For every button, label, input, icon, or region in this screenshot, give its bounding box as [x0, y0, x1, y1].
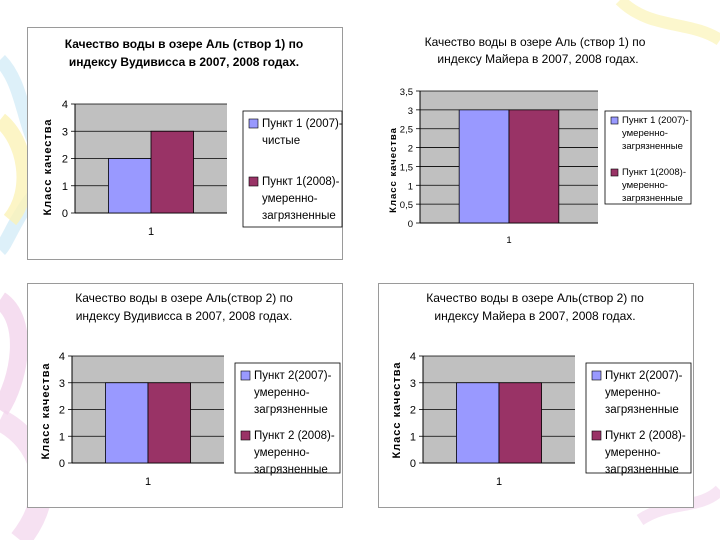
legend-label: умеренно- [254, 447, 310, 459]
bar-series-2 [508, 109, 560, 224]
legend-swatch-1 [591, 370, 602, 381]
legend-label: Пункт 2 (2008)- [254, 430, 335, 442]
y-tick-label: 2 [410, 405, 416, 417]
chart-title-line-2: индексу Майера в 2007, 2008 годах. [434, 309, 635, 323]
chart-title-line-2: индексу Вудивисса в 2007, 2008 годах. [69, 55, 299, 69]
bar-series-1 [458, 109, 510, 224]
legend-label: Пункт 2 (2008)- [605, 430, 686, 442]
x-tick-label: 1 [506, 235, 511, 246]
plot-area: 0 0,5 1 1,5 2 2,5 3 3,5 1 [400, 87, 598, 246]
chart-mayer-site1: Качество воды в озере Аль (створ 1) по и… [378, 27, 694, 260]
chart-title-line-1: Качество воды в озере Аль(створ 2) по [426, 291, 644, 305]
y-tick-label: 2 [408, 144, 413, 155]
bar-series-2 [498, 382, 542, 464]
legend-label: Пункт 2(2007)- [254, 370, 332, 382]
y-tick-label: 4 [410, 351, 416, 363]
legend-swatch-2 [591, 430, 602, 441]
legend-label: умеренно- [605, 447, 661, 459]
y-tick-label: 2,5 [400, 125, 413, 136]
legend: Пункт 1 (2007)- умеренно-загрязненные Пунк… [604, 110, 692, 205]
x-tick-label: 1 [148, 226, 154, 238]
legend-swatch-2 [610, 168, 619, 177]
legend-swatch-1 [248, 118, 259, 129]
bar-series-2 [150, 130, 194, 214]
y-tick-label: 3,5 [400, 87, 413, 98]
y-tick-label: 0 [62, 208, 68, 220]
chart-title-line-2: индексу Вудивисса в 2007, 2008 годах. [76, 309, 293, 323]
y-axis-label: Класс качества [42, 118, 54, 215]
chart-woodiwiss-site2: Качество воды в озере Аль(створ 2) по ин… [27, 283, 343, 508]
legend-label: загрязненные [622, 193, 683, 204]
chart-woodiwiss-site1: Качество воды в озере Аль (створ 1) по и… [27, 27, 343, 260]
legend-label: Пункт 1(2008)- [262, 176, 340, 188]
legend-label: умеренно- [262, 193, 318, 205]
y-axis-label: Класс качества [388, 127, 399, 213]
legend-box [604, 110, 692, 205]
legend-swatch-1 [240, 370, 251, 381]
chart-title-line-2: индексу Майера в 2007, 2008 годах. [437, 52, 638, 66]
y-tick-label: 1 [410, 431, 416, 443]
legend-swatch-2 [248, 176, 259, 187]
legend-label: умеренно- [605, 387, 661, 399]
y-tick-label: 1 [59, 431, 65, 443]
bar-series-2 [147, 382, 191, 464]
y-tick-label: 1,5 [400, 162, 413, 173]
legend-swatch-1 [610, 116, 619, 125]
legend: Пункт 1 (2007)- чистые Пункт 1(2008)- умере… [242, 110, 343, 228]
legend-box [242, 110, 343, 228]
legend: Пункт 2(2007)- умеренно-загрязненные Пункт… [585, 362, 692, 476]
y-tick-label: 3 [59, 378, 65, 390]
y-tick-label: 3 [62, 126, 68, 138]
x-tick-label: 1 [145, 476, 151, 488]
legend-label: Пункт 1 (2007)- [622, 115, 689, 126]
y-axis-label: Класс качества [391, 361, 403, 458]
chart-title-line-1: Качество воды в озере Аль(створ 2) по [75, 291, 293, 305]
y-tick-label: 1 [408, 181, 413, 192]
legend-label: загрязненные [254, 464, 328, 476]
plot-area: 0 1 2 3 4 1 [410, 351, 575, 488]
y-axis-label: Класс качества [40, 362, 52, 459]
y-tick-label: 4 [62, 99, 68, 111]
y-tick-label: 0 [410, 458, 416, 470]
chart-title-line-1: Качество воды в озере Аль (створ 1) по [65, 37, 303, 51]
bar-series-1 [108, 158, 152, 214]
y-tick-label: 2 [59, 405, 65, 417]
legend-box [234, 362, 341, 474]
y-tick-label: 2 [62, 154, 68, 166]
legend-label: загрязненные [262, 210, 336, 222]
legend-box [585, 362, 692, 474]
plot-area: 0 1 2 3 4 1 [59, 351, 224, 488]
y-tick-label: 3 [408, 106, 413, 117]
legend-label: загрязненные [254, 404, 328, 416]
y-tick-label: 0 [408, 219, 413, 230]
legend-label: чистые [262, 135, 300, 147]
plot-area: 0 1 2 3 4 1 [62, 99, 227, 238]
chart-mayer-site2: Качество воды в озере Аль(створ 2) по ин… [378, 283, 694, 508]
y-tick-label: 0,5 [400, 200, 413, 211]
legend: Пункт 2(2007)- умеренно-загрязненные Пункт… [234, 362, 341, 476]
y-tick-label: 4 [59, 351, 65, 363]
legend-label: Пункт 1(2008)- [622, 167, 686, 178]
legend-label: умеренно- [254, 387, 310, 399]
x-tick-label: 1 [496, 476, 502, 488]
legend-label: загрязненные [605, 464, 679, 476]
bar-series-1 [456, 382, 500, 464]
y-tick-label: 0 [59, 458, 65, 470]
bar-series-1 [105, 382, 149, 464]
y-tick-label: 1 [62, 181, 68, 193]
legend-label: загрязненные [605, 404, 679, 416]
legend-label: умеренно- [622, 128, 668, 139]
legend-swatch-2 [240, 430, 251, 441]
y-tick-label: 3 [410, 378, 416, 390]
legend-label: Пункт 1 (2007)- [262, 118, 343, 130]
legend-label: Пункт 2(2007)- [605, 370, 683, 382]
chart-title-line-1: Качество воды в озере Аль (створ 1) по [425, 35, 646, 49]
legend-label: загрязненные [622, 141, 683, 152]
legend-label: умеренно- [622, 180, 668, 191]
